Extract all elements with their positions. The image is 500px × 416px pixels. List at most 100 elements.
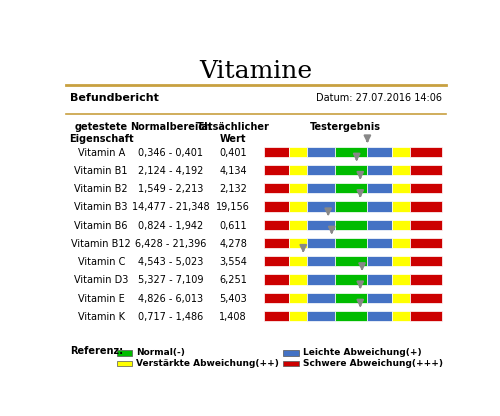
- Bar: [336, 238, 368, 248]
- Bar: [289, 183, 307, 193]
- Bar: [264, 165, 289, 175]
- Bar: [392, 275, 410, 285]
- Text: Verstärkte Abweichung(++): Verstärkte Abweichung(++): [136, 359, 279, 368]
- Text: Referenz:: Referenz:: [70, 346, 124, 356]
- Bar: [264, 238, 289, 248]
- Bar: [289, 201, 307, 212]
- Bar: [336, 183, 368, 193]
- Bar: [368, 293, 392, 303]
- Bar: [368, 165, 392, 175]
- Text: 5,327 - 7,109: 5,327 - 7,109: [138, 275, 204, 285]
- Bar: [410, 220, 442, 230]
- Text: Leichte Abweichung(+): Leichte Abweichung(+): [303, 349, 422, 357]
- Text: 1,408: 1,408: [219, 312, 247, 322]
- Bar: [392, 293, 410, 303]
- Text: 0,824 - 1,942: 0,824 - 1,942: [138, 220, 203, 230]
- Bar: [264, 183, 289, 193]
- Text: Vitamin C: Vitamin C: [78, 257, 125, 267]
- Bar: [264, 220, 289, 230]
- Bar: [289, 256, 307, 267]
- Text: 1,549 - 2,213: 1,549 - 2,213: [138, 184, 203, 194]
- Bar: [410, 275, 442, 285]
- Bar: [336, 147, 368, 157]
- Bar: [336, 201, 368, 212]
- Bar: [289, 165, 307, 175]
- Bar: [307, 238, 336, 248]
- Bar: [392, 256, 410, 267]
- Bar: [336, 256, 368, 267]
- Text: Befundbericht: Befundbericht: [70, 93, 159, 103]
- Bar: [392, 147, 410, 157]
- Bar: [289, 220, 307, 230]
- Text: 5,403: 5,403: [219, 294, 247, 304]
- Bar: [392, 165, 410, 175]
- Bar: [336, 275, 368, 285]
- Bar: [368, 256, 392, 267]
- Bar: [264, 275, 289, 285]
- Text: Datum: 27.07.2016 14:06: Datum: 27.07.2016 14:06: [316, 93, 442, 103]
- Text: Vitamin B2: Vitamin B2: [74, 184, 128, 194]
- Bar: [307, 147, 336, 157]
- Bar: [284, 350, 299, 356]
- Bar: [284, 361, 299, 366]
- Text: 4,543 - 5,023: 4,543 - 5,023: [138, 257, 203, 267]
- Text: 19,156: 19,156: [216, 203, 250, 213]
- Bar: [392, 183, 410, 193]
- Bar: [368, 220, 392, 230]
- Text: Tatsächlicher
Wert: Tatsächlicher Wert: [196, 122, 270, 144]
- Text: Vitamin K: Vitamin K: [78, 312, 125, 322]
- Text: Vitamin E: Vitamin E: [78, 294, 124, 304]
- Bar: [307, 256, 336, 267]
- Bar: [368, 201, 392, 212]
- Bar: [368, 147, 392, 157]
- Bar: [392, 311, 410, 321]
- Bar: [307, 311, 336, 321]
- Text: Vitamine: Vitamine: [200, 59, 313, 82]
- Text: 2,124 - 4,192: 2,124 - 4,192: [138, 166, 203, 176]
- Bar: [410, 201, 442, 212]
- Bar: [307, 275, 336, 285]
- Text: Schwere Abweichung(+++): Schwere Abweichung(+++): [303, 359, 443, 368]
- Bar: [289, 293, 307, 303]
- Text: Vitamin B1: Vitamin B1: [74, 166, 128, 176]
- Text: 4,826 - 6,013: 4,826 - 6,013: [138, 294, 203, 304]
- Text: Testergebnis: Testergebnis: [310, 122, 381, 132]
- Bar: [368, 183, 392, 193]
- Text: 3,554: 3,554: [219, 257, 247, 267]
- Bar: [289, 275, 307, 285]
- Bar: [264, 256, 289, 267]
- Text: Normalbereich: Normalbereich: [130, 122, 212, 132]
- Bar: [410, 256, 442, 267]
- Text: getestete
Eigenschaft: getestete Eigenschaft: [69, 122, 134, 144]
- Bar: [410, 147, 442, 157]
- Bar: [336, 293, 368, 303]
- Bar: [410, 165, 442, 175]
- Bar: [336, 311, 368, 321]
- Text: 2,132: 2,132: [219, 184, 247, 194]
- Bar: [289, 238, 307, 248]
- Text: 0,717 - 1,486: 0,717 - 1,486: [138, 312, 203, 322]
- Text: Vitamin B6: Vitamin B6: [74, 220, 128, 230]
- Bar: [368, 275, 392, 285]
- Bar: [289, 147, 307, 157]
- Text: 6,428 - 21,396: 6,428 - 21,396: [136, 239, 206, 249]
- Bar: [289, 311, 307, 321]
- Text: Vitamin A: Vitamin A: [78, 148, 125, 158]
- Bar: [410, 293, 442, 303]
- Text: 4,278: 4,278: [219, 239, 247, 249]
- Bar: [307, 220, 336, 230]
- Bar: [117, 361, 132, 366]
- Text: 0,611: 0,611: [219, 220, 247, 230]
- Text: 6,251: 6,251: [219, 275, 247, 285]
- Bar: [410, 238, 442, 248]
- Bar: [392, 201, 410, 212]
- Bar: [392, 220, 410, 230]
- Bar: [117, 350, 132, 356]
- Bar: [307, 165, 336, 175]
- Bar: [307, 201, 336, 212]
- Text: 0,346 - 0,401: 0,346 - 0,401: [138, 148, 203, 158]
- Text: 4,134: 4,134: [219, 166, 247, 176]
- Bar: [410, 183, 442, 193]
- Bar: [264, 147, 289, 157]
- Bar: [264, 293, 289, 303]
